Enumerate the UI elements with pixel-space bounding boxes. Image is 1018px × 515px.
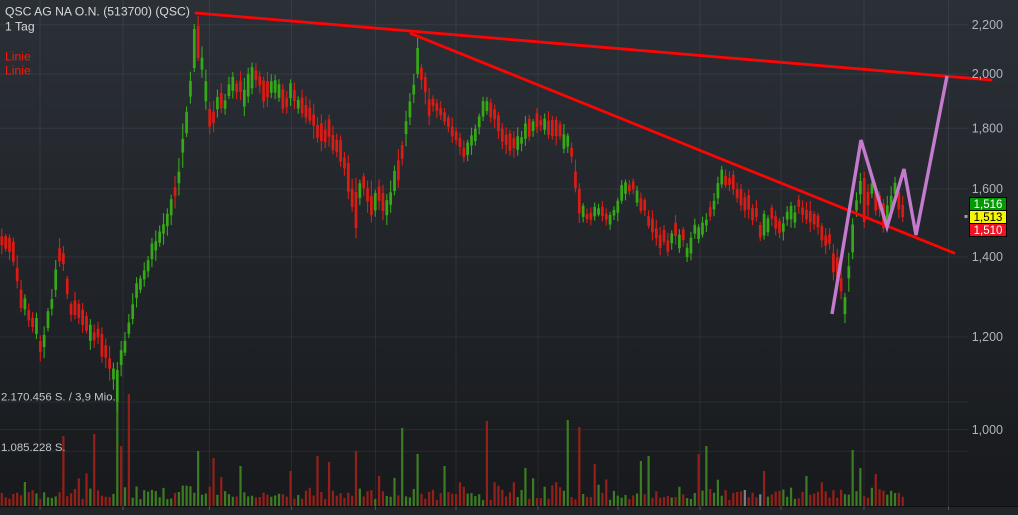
svg-text:Linie: Linie: [5, 64, 31, 78]
svg-text:1.085.228 S.: 1.085.228 S.: [1, 442, 66, 454]
svg-text:2.170.456 S. / 3,9 Mio.: 2.170.456 S. / 3,9 Mio.: [1, 392, 116, 404]
svg-text:1,510: 1,510: [974, 225, 1003, 237]
svg-text:2,200: 2,200: [972, 18, 1003, 32]
svg-text:1,200: 1,200: [972, 330, 1003, 344]
svg-text:2,000: 2,000: [972, 67, 1003, 81]
svg-text:Linie: Linie: [5, 50, 31, 64]
svg-text:1,800: 1,800: [972, 122, 1003, 136]
svg-text:1 Tag: 1 Tag: [5, 20, 35, 34]
svg-text:1,513: 1,513: [974, 212, 1003, 224]
svg-text:1,400: 1,400: [972, 250, 1003, 264]
svg-text:1,516: 1,516: [974, 199, 1003, 211]
svg-text:QSC AG NA O.N. (513700) (QSC): QSC AG NA O.N. (513700) (QSC): [5, 5, 190, 19]
svg-text:1,000: 1,000: [972, 423, 1003, 437]
svg-text:1,600: 1,600: [972, 182, 1003, 196]
